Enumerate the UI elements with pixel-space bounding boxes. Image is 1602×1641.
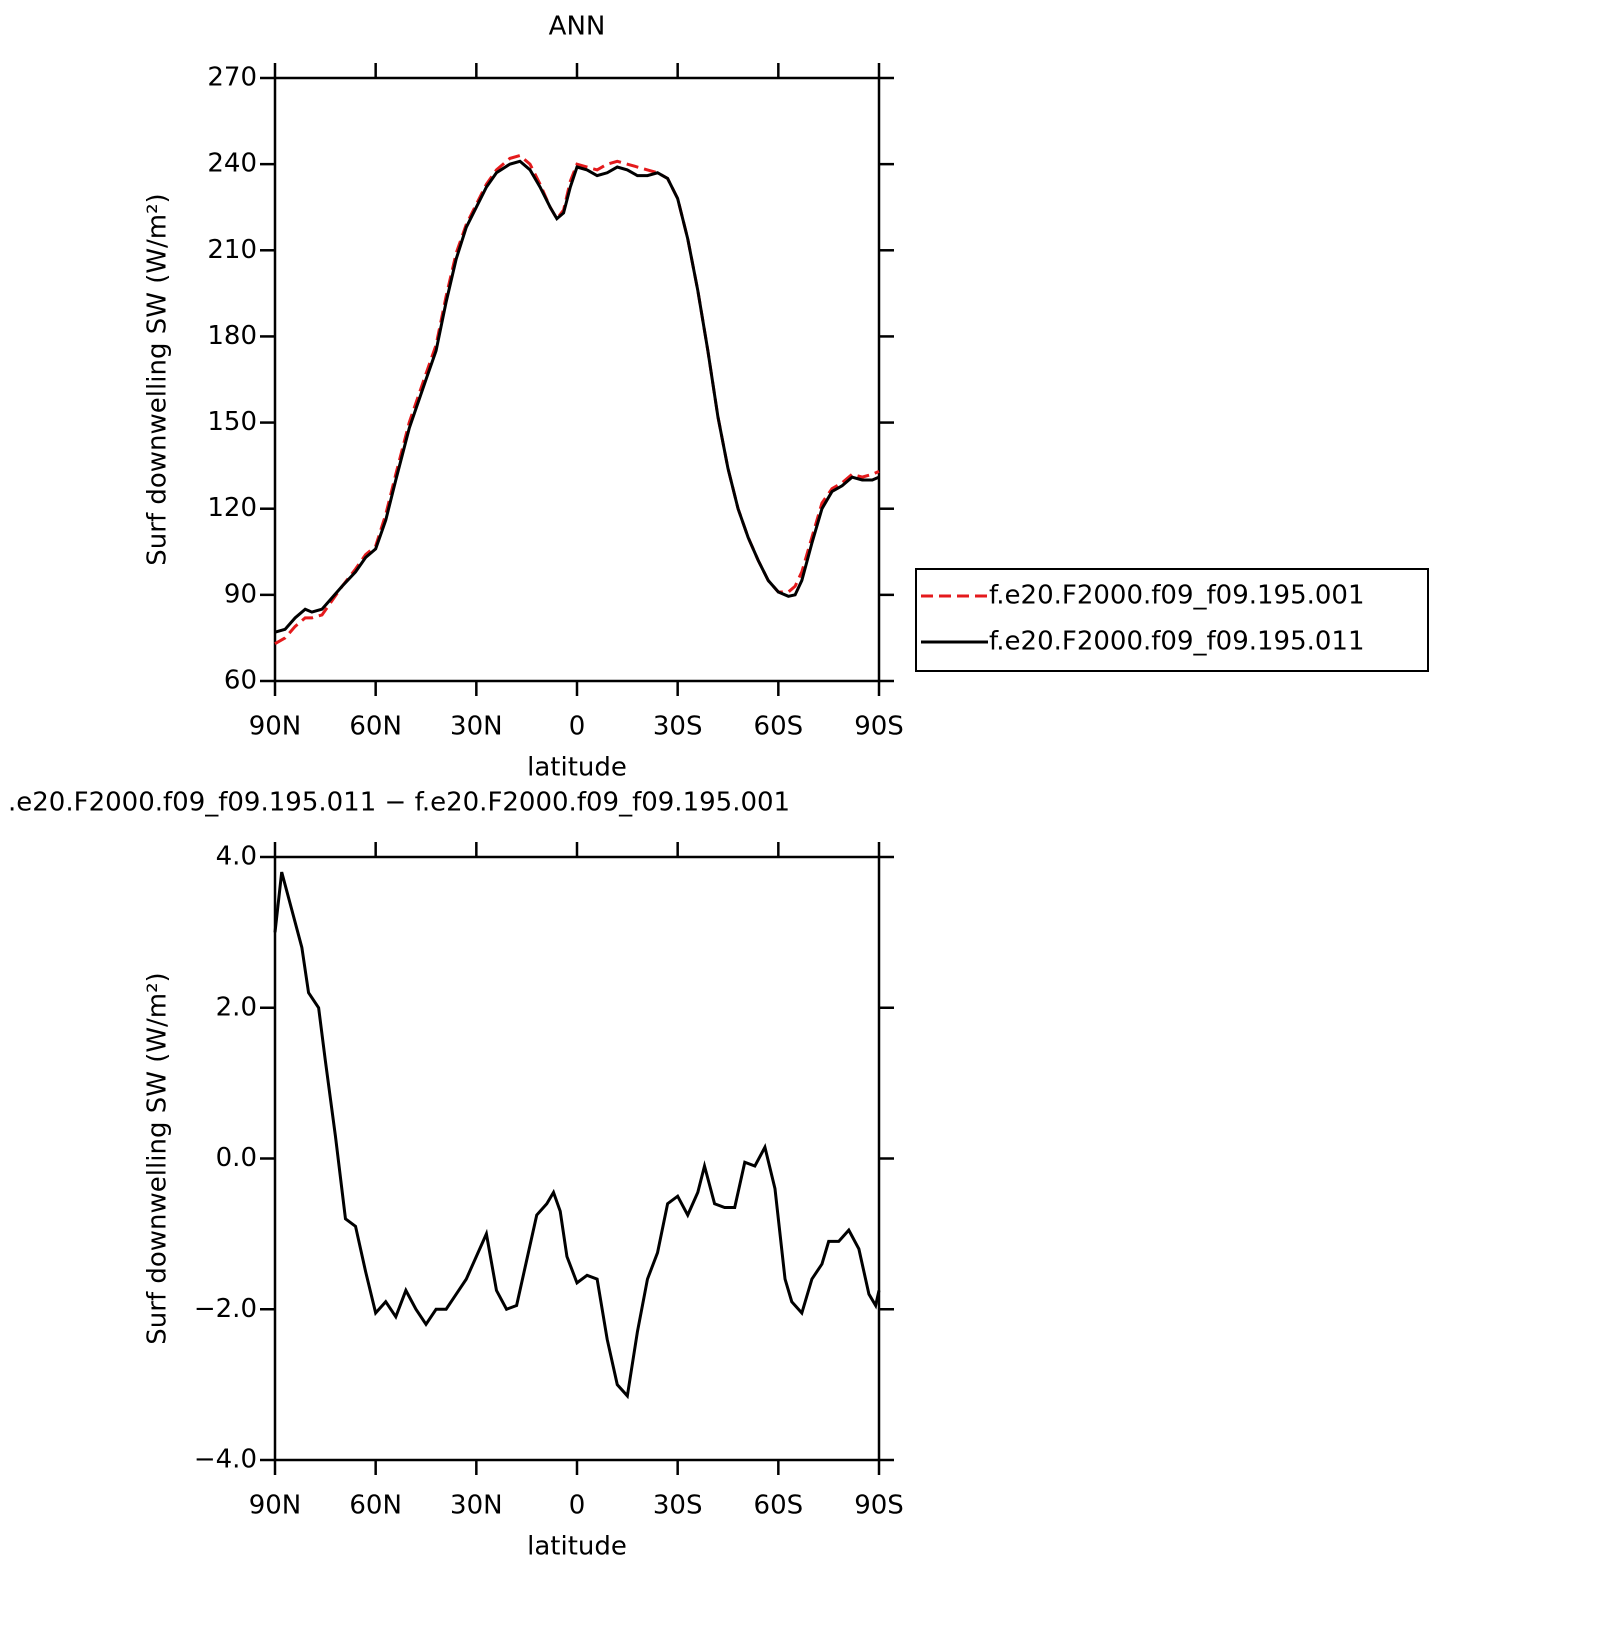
x-tick-label: 60N [349, 1491, 402, 1521]
y-tick-label: 90 [224, 579, 257, 609]
y-tick-label: 60 [224, 666, 257, 696]
y-tick-label: 120 [207, 493, 257, 523]
legend-label: f.e20.F2000.f09_f09.195.011 [989, 627, 1365, 657]
panel: .e20.F2000.f09_f09.195.011 − f.e20.F2000… [8, 788, 904, 1562]
y-axis-label: Surf downwelling SW (W/m²) [143, 972, 173, 1344]
panel: ANN Surf downwelling SW (W/m²) latitude 60 9… [143, 12, 1429, 783]
y-tick-label: −2.0 [194, 1294, 257, 1324]
chart-title: .e20.F2000.f09_f09.195.011 − f.e20.F2000… [8, 788, 790, 818]
series-line [274, 153, 880, 645]
x-tick-label: 90N [249, 712, 302, 742]
y-axis-label: Surf downwelling SW (W/m²) [143, 193, 173, 565]
y-tick-label: 2.0 [216, 992, 257, 1022]
y-tick-label: 150 [207, 407, 257, 437]
y-tick-label: 240 [207, 149, 257, 179]
x-tick-label: 0 [569, 712, 586, 742]
series-line [273, 871, 881, 1400]
legend-box [915, 568, 1429, 672]
y-tick-label: 210 [207, 235, 257, 265]
x-axis-label: latitude [527, 1532, 627, 1562]
x-tick-label: 90S [854, 1491, 904, 1521]
x-axis-label: latitude [527, 753, 627, 783]
plot-frame [273, 76, 881, 683]
legend-label: f.e20.F2000.f09_f09.195.001 [989, 581, 1365, 611]
y-tick-label: 4.0 [216, 842, 257, 872]
x-tick-label: 90N [249, 1491, 302, 1521]
y-tick-label: −4.0 [194, 1445, 257, 1475]
y-tick-label: 270 [207, 63, 257, 93]
x-tick-label: 0 [569, 1491, 586, 1521]
x-tick-label: 60S [754, 1491, 804, 1521]
x-tick-label: 60S [754, 712, 804, 742]
x-tick-label: 30S [653, 712, 703, 742]
x-tick-label: 90S [854, 712, 904, 742]
series-line [274, 159, 880, 634]
y-tick-label: 0.0 [216, 1143, 257, 1173]
x-tick-label: 30N [450, 1491, 503, 1521]
chart-title: ANN [549, 12, 606, 42]
x-tick-label: 30S [653, 1491, 703, 1521]
y-tick-label: 180 [207, 321, 257, 351]
plot-frame [273, 855, 881, 1462]
x-tick-label: 30N [450, 712, 503, 742]
x-tick-label: 60N [349, 712, 402, 742]
